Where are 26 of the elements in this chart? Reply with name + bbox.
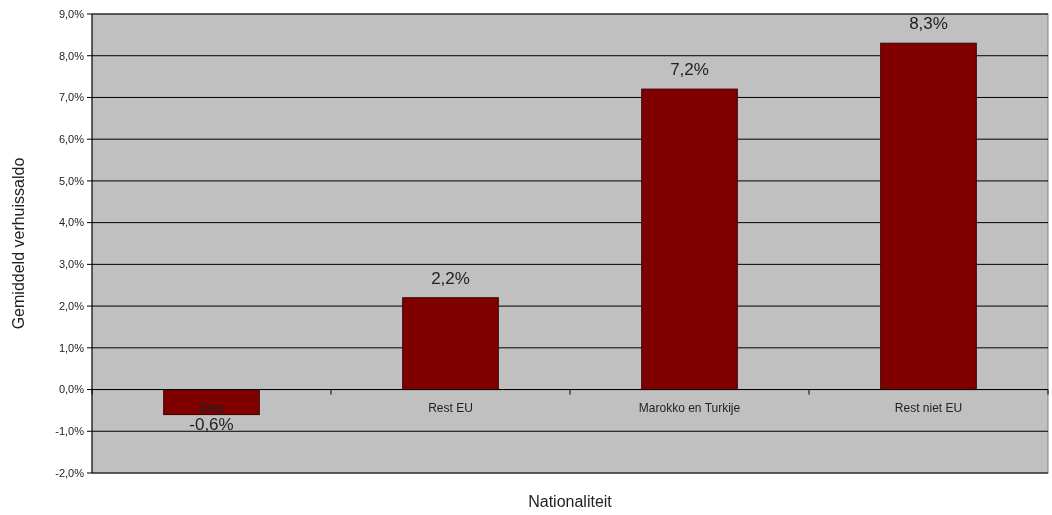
x-tick-label: Rest EU [428, 400, 473, 415]
bar [880, 42, 977, 391]
data-label: 8,3% [909, 14, 948, 34]
y-tick-label: 1,0% [58, 341, 85, 354]
y-tick-label: 0,0% [58, 383, 85, 396]
x-tick-label: Rest niet EU [894, 400, 963, 415]
y-tick-label: -2,0% [55, 466, 85, 479]
x-tick-label: Marokko en Turkije [638, 400, 741, 415]
y-tick-label: 7,0% [58, 91, 85, 104]
y-tick-label: 5,0% [58, 174, 85, 187]
bar [641, 88, 738, 391]
y-tick-label: -1,0% [55, 425, 85, 438]
x-axis-title: Nationaliteit [528, 493, 613, 510]
y-axis-title: Gemiddeld verhuissaldo [10, 157, 27, 330]
data-label: -0,6% [189, 414, 234, 434]
bar [163, 389, 260, 416]
data-label: 7,2% [670, 60, 709, 80]
y-tick-label: 9,0% [58, 7, 85, 20]
y-tick-label: 6,0% [58, 133, 85, 146]
x-tick-label: Belg [199, 400, 224, 415]
bar [402, 297, 499, 391]
data-label: 2,2% [431, 268, 470, 288]
y-tick-label: 3,0% [58, 258, 85, 271]
y-tick-label: 2,0% [58, 299, 85, 312]
y-tick-label: 4,0% [58, 216, 85, 229]
y-tick-label: 8,0% [58, 49, 85, 62]
